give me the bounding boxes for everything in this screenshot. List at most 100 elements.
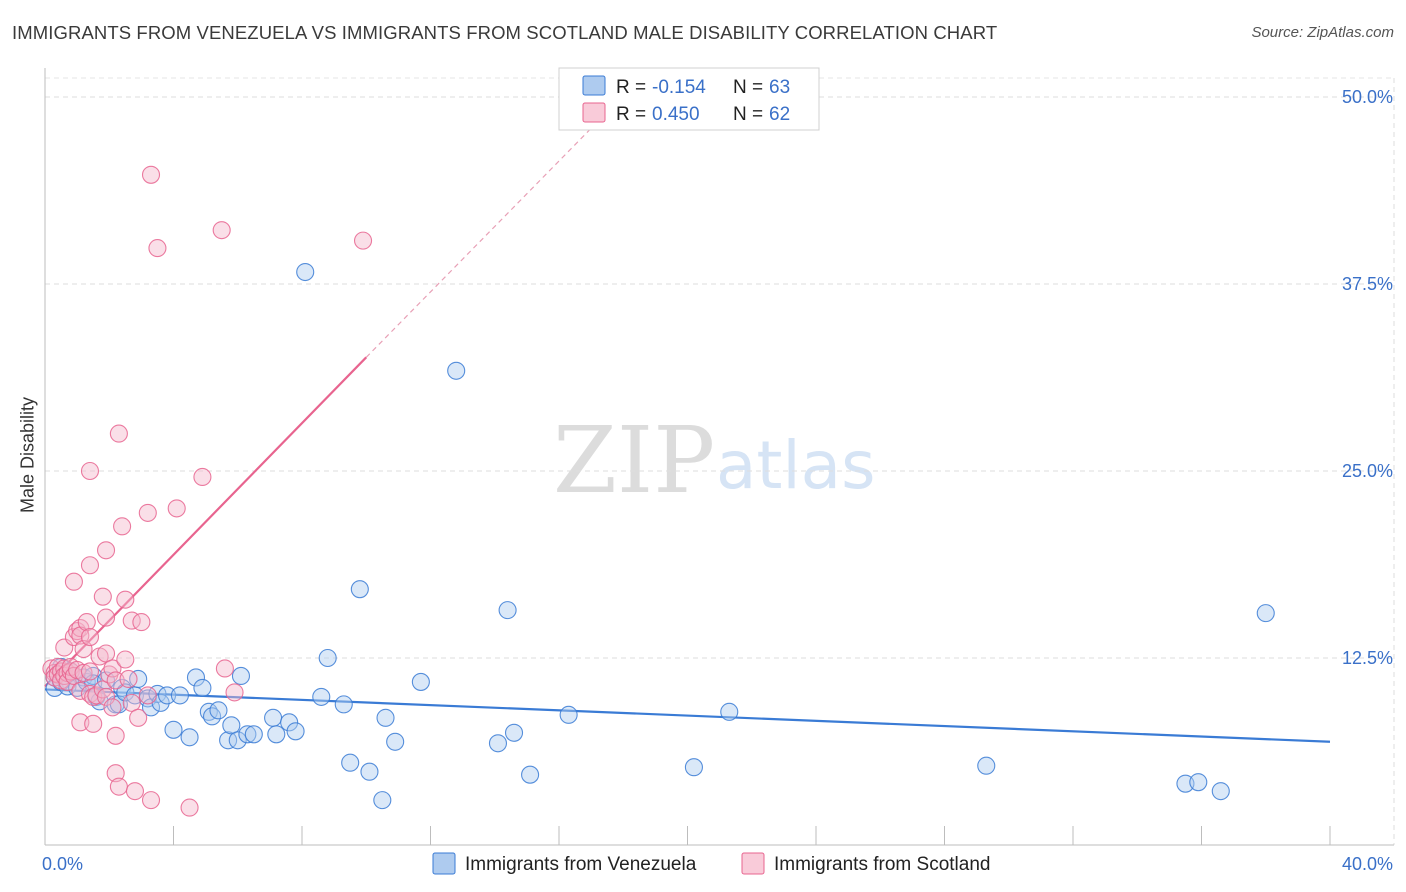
x-tick-label-0: 0.0% [42,854,83,874]
series-venezuela [45,262,1275,810]
watermark: ZIP atlas [553,407,876,514]
point-scotland-62 [148,239,167,258]
point-venezuela-48 [350,580,369,599]
y-tick-label-1: 25.0% [1342,461,1393,481]
y-tick-label-2: 37.5% [1342,274,1393,294]
point-venezuela-59 [559,705,578,724]
point-venezuela-29 [193,678,212,697]
point-venezuela-50 [373,791,392,810]
point-scotland-42 [103,698,122,717]
legend-n-scotland: 62 [769,104,790,125]
point-venezuela-53 [411,672,430,691]
point-scotland-26 [80,662,100,681]
point-venezuela-47 [341,753,360,772]
point-venezuela-57 [504,723,524,742]
point-scotland-37 [96,608,116,627]
point-scotland-49 [113,517,132,536]
point-scotland-67 [215,659,234,678]
point-scotland-48 [109,424,128,443]
y-tick-label-0: 12.5% [1342,648,1393,668]
point-scotland-53 [122,611,141,630]
point-venezuela-46 [334,695,353,714]
point-scotland-46 [106,764,125,783]
watermark-zip: ZIP [553,407,715,514]
x-tick-label-1: 40.0% [1342,854,1393,874]
point-scotland-25 [77,613,96,632]
series-scotland [42,165,373,817]
point-venezuela-66 [1256,604,1275,623]
point-venezuela-65 [1211,782,1230,801]
gridlines [45,77,1395,845]
point-venezuela-43 [296,262,315,282]
point-scotland-16 [64,572,83,591]
point-scotland-31 [84,714,103,733]
point-venezuela-35 [228,731,247,750]
point-venezuela-34 [222,716,241,735]
point-scotland-51 [116,650,135,669]
point-venezuela-44 [312,687,331,706]
point-venezuela-25 [164,720,183,739]
chart-title: IMMIGRANTS FROM VENEZUELA VS IMMIGRANTS … [12,22,998,43]
point-venezuela-62 [977,756,996,775]
legend-swatch-scotland [582,102,606,123]
point-scotland-45 [106,726,125,745]
point-venezuela-61 [720,702,739,721]
point-venezuela-26 [170,686,189,705]
point-scotland-40 [96,541,116,560]
legend-r-venezuela: -0.154 [652,77,706,98]
point-scotland-68 [225,683,244,702]
point-venezuela-51 [376,708,395,727]
point-venezuela-38 [244,725,263,744]
legend-r-label-venezuela: R = [616,77,646,98]
point-venezuela-39 [264,708,283,727]
point-scotland-39 [96,644,116,663]
point-scotland-43 [103,659,122,678]
point-scotland-32 [84,687,103,706]
point-venezuela-56 [498,601,517,620]
point-scotland-66 [212,221,231,240]
point-scotland-57 [132,613,151,632]
point-scotland-58 [138,686,157,705]
legend-n-label-venezuela: N = [733,77,763,98]
point-venezuela-58 [521,765,540,784]
point-venezuela-55 [488,734,508,753]
point-scotland-60 [141,791,161,810]
trend-lines [44,111,1331,743]
point-venezuela-27 [180,728,199,747]
legend-r-scotland: 0.450 [652,104,700,125]
data-points [42,165,1275,817]
point-venezuela-24 [158,686,177,705]
legend-n-label-scotland: N = [733,104,763,125]
axes [44,68,1394,846]
point-scotland-63 [167,499,186,518]
point-venezuela-64 [1189,773,1208,792]
point-scotland-55 [125,782,144,801]
point-venezuela-36 [231,666,251,686]
point-scotland-38 [96,687,116,706]
source-credit: Source: ZipAtlas.com [1251,24,1394,41]
point-venezuela-49 [360,762,379,781]
point-venezuela-41 [280,713,299,732]
point-venezuela-37 [238,725,257,744]
bottom-legend-swatch-venezuela [432,852,456,875]
point-venezuela-42 [286,722,305,741]
legend: R = -0.154 N = 63 R = 0.450 N = 62 [558,67,820,131]
point-scotland-29 [80,556,100,575]
point-venezuela-45 [318,648,337,668]
y-tick-label-3: 50.0% [1342,87,1393,107]
watermark-atlas: atlas [716,427,876,504]
legend-swatch-venezuela [582,75,606,96]
point-scotland-23 [74,663,93,683]
bottom-legend: Immigrants from Venezuela Immigrants fro… [432,852,990,875]
bottom-legend-label-venezuela: Immigrants from Venezuela [465,854,697,875]
legend-r-label-scotland: R = [616,104,646,125]
tick-labels: 12.5% 25.0% 37.5% 50.0% 0.0% 40.0% [42,87,1393,874]
point-scotland-52 [119,669,138,688]
trend-line-scotland-extension [365,111,608,358]
point-venezuela-52 [386,732,405,751]
point-scotland-61 [141,165,161,184]
point-venezuela-60 [684,758,703,777]
legend-n-venezuela: 63 [769,77,790,98]
point-scotland-30 [80,461,100,481]
